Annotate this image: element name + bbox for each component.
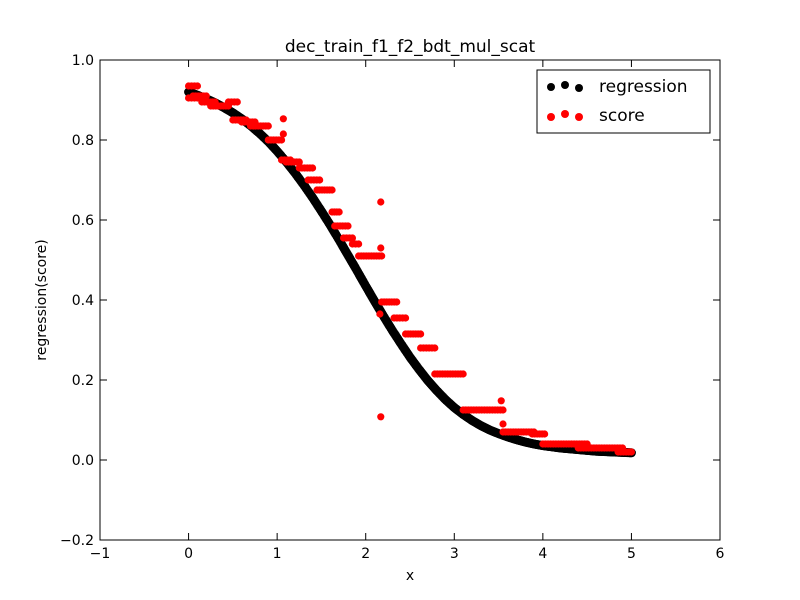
chart-title: dec_train_f1_f2_bdt_mul_scat — [285, 37, 536, 57]
score-point — [401, 314, 410, 322]
score-point — [316, 176, 324, 184]
legend-regression-marker-3 — [575, 84, 583, 92]
legend-regression-marker-1 — [547, 83, 555, 91]
score-point — [355, 240, 363, 248]
score-point — [499, 406, 507, 414]
y-axis-title: regression(score) — [34, 239, 50, 360]
score-point — [459, 370, 467, 378]
score-point — [233, 98, 241, 106]
y-tick-label: −0.2 — [60, 533, 94, 549]
score-point — [277, 136, 286, 144]
x-axis-title: x — [406, 568, 414, 584]
score-point — [378, 252, 386, 260]
score-point — [431, 344, 439, 352]
score-point — [376, 310, 384, 318]
score-series — [184, 82, 636, 456]
x-tick-label: 3 — [450, 546, 459, 562]
score-point — [627, 448, 636, 456]
y-tick-label: 0.8 — [72, 133, 94, 149]
score-point — [377, 198, 385, 206]
score-point — [295, 158, 303, 166]
legend-regression-label: regression — [599, 77, 688, 97]
legend-score-marker-1 — [547, 113, 555, 121]
score-point — [279, 130, 287, 138]
legend-regression-marker-2 — [561, 81, 569, 89]
x-tick-label: 0 — [184, 546, 193, 562]
y-tick-label: 0.2 — [72, 373, 94, 389]
score-point — [348, 234, 357, 242]
legend-box — [536, 69, 711, 134]
legend-score-marker-2 — [561, 110, 569, 118]
score-point — [377, 244, 385, 252]
legend-score-label: score — [599, 106, 645, 126]
score-point — [344, 222, 352, 230]
score-point — [308, 164, 317, 172]
score-point — [202, 92, 210, 100]
plot-area — [184, 82, 636, 458]
x-tick-label: 6 — [716, 546, 725, 562]
x-tick-label: −1 — [90, 546, 111, 562]
y-tick-label: 1.0 — [72, 53, 94, 69]
score-point — [279, 115, 287, 123]
axis-ticks: −1 0 1 2 3 4 5 6 −0.2 0.0 0.2 0.4 0.6 0.8 1.0 — [60, 53, 725, 562]
x-tick-label: 2 — [361, 546, 370, 562]
legend: regression score — [536, 69, 711, 134]
score-point — [393, 298, 401, 306]
score-point — [193, 82, 202, 90]
score-point — [335, 208, 343, 216]
x-tick-label: 4 — [538, 546, 547, 562]
score-point — [377, 413, 385, 421]
score-point — [328, 186, 336, 194]
score-point — [499, 420, 507, 428]
score-point — [417, 330, 425, 338]
x-tick-label: 5 — [627, 546, 636, 562]
score-point — [264, 122, 272, 130]
legend-score-marker-3 — [575, 113, 583, 121]
y-tick-label: 0.0 — [72, 453, 94, 469]
score-point — [541, 430, 549, 438]
x-tick-label: 1 — [273, 546, 282, 562]
y-tick-label: 0.6 — [72, 213, 94, 229]
y-tick-label: 0.4 — [72, 293, 94, 309]
score-point — [497, 397, 505, 405]
